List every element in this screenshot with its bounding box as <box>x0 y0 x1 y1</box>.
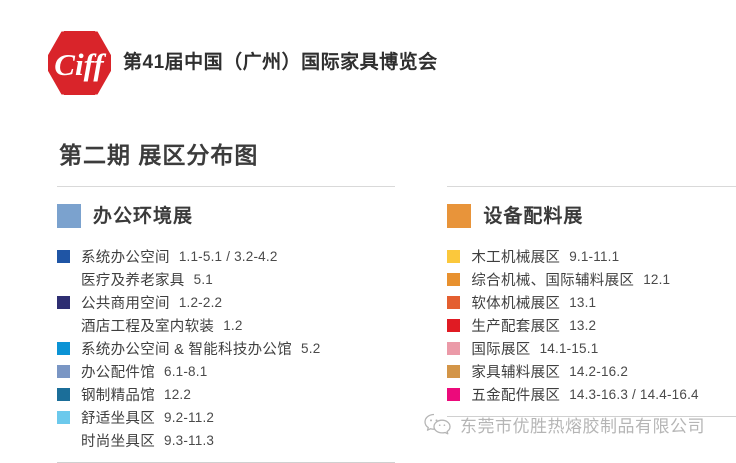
legend-label: 系统办公空间 <box>81 250 170 266</box>
legend-list-equipment-materials: 木工机械展区 9.1-11.1 综合机械、国际辅料展区 12.1 软体机械展区 … <box>447 246 736 405</box>
legend-halls: 1.1-5.1 / 3.2-4.2 <box>178 249 278 264</box>
section-swatch <box>57 204 81 228</box>
legend-label: 公共商用空间 <box>81 296 170 312</box>
legend-label: 医疗及养老家具 <box>81 273 185 289</box>
legend-swatch <box>447 365 461 378</box>
hall-legend-columns: 办公环境展 系统办公空间 1.1-5.1 / 3.2-4.2 医疗及养老家具 5… <box>0 186 736 463</box>
column-office-environment: 办公环境展 系统办公空间 1.1-5.1 / 3.2-4.2 医疗及养老家具 5… <box>57 186 396 463</box>
legend-item: 家具辅料展区 14.2-16.2 <box>447 361 736 382</box>
legend-item: 医疗及养老家具 5.1 <box>57 269 395 290</box>
legend-halls: 14.3-16.3 / 14.4-16.4 <box>569 387 699 402</box>
page-title: 第二期 展区分布图 <box>59 142 259 168</box>
legend-label: 系统办公空间 & 智能科技办公馆 <box>81 342 293 358</box>
watermark: 东莞市优胜热熔胶制品有限公司 <box>424 412 705 437</box>
section-header-equipment-materials: 设备配料展 <box>447 204 736 228</box>
column-top-rule <box>57 186 396 187</box>
legend-item: 酒店工程及室内软装 1.2 <box>57 315 395 336</box>
legend-item: 办公配件馆 6.1-8.1 <box>57 361 395 382</box>
legend-item: 系统办公空间 1.1-5.1 / 3.2-4.2 <box>57 246 395 267</box>
legend-swatch <box>447 250 461 263</box>
legend-halls: 9.3-11.3 <box>164 433 215 448</box>
legend-swatch-placeholder <box>57 434 70 447</box>
legend-halls: 9.1-11.1 <box>569 249 620 264</box>
legend-item: 综合机械、国际辅料展区 12.1 <box>447 269 736 290</box>
brand-header: Ciff 第41届中国（广州）国际家具博览会 <box>48 27 438 99</box>
column-top-rule <box>447 186 736 187</box>
legend-swatch <box>57 342 70 355</box>
column-equipment-materials: 设备配料展 木工机械展区 9.1-11.1 综合机械、国际辅料展区 12.1 软… <box>447 186 736 463</box>
legend-label: 综合机械、国际辅料展区 <box>471 273 635 289</box>
legend-item: 舒适坐具区 9.2-11.2 <box>57 407 395 428</box>
legend-label: 酒店工程及室内软装 <box>81 319 215 335</box>
legend-item: 公共商用空间 1.2-2.2 <box>57 292 395 313</box>
legend-item: 国际展区 14.1-15.1 <box>447 338 736 359</box>
legend-label: 国际展区 <box>471 342 531 358</box>
legend-swatch <box>447 342 461 355</box>
legend-halls: 12.2 <box>164 387 192 402</box>
legend-item: 生产配套展区 13.2 <box>447 315 736 336</box>
legend-item: 钢制精品馆 12.2 <box>57 384 395 405</box>
section-swatch <box>447 204 472 228</box>
legend-list-office-environment: 系统办公空间 1.1-5.1 / 3.2-4.2 医疗及养老家具 5.1 公共商… <box>57 246 395 451</box>
legend-label: 时尚坐具区 <box>81 434 155 450</box>
legend-label: 办公配件馆 <box>81 365 155 381</box>
legend-halls: 13.2 <box>569 318 597 333</box>
legend-label: 钢制精品馆 <box>81 388 155 404</box>
ciff-hexagon-logo: Ciff <box>48 27 111 99</box>
section-title: 设备配料展 <box>483 205 584 227</box>
column-bottom-rule <box>447 416 736 417</box>
legend-item: 木工机械展区 9.1-11.1 <box>447 246 736 267</box>
legend-swatch-placeholder <box>57 319 70 332</box>
legend-label: 五金配件展区 <box>471 388 561 404</box>
legend-swatch <box>57 388 70 401</box>
legend-halls: 13.1 <box>569 295 597 310</box>
legend-swatch <box>57 250 70 263</box>
legend-label: 生产配套展区 <box>471 319 561 335</box>
section-title: 办公环境展 <box>93 205 194 227</box>
section-header-office-environment: 办公环境展 <box>57 204 395 228</box>
legend-swatch <box>447 273 461 286</box>
legend-halls: 1.2-2.2 <box>178 295 223 310</box>
legend-swatch-placeholder <box>57 273 70 286</box>
legend-item: 系统办公空间 & 智能科技办公馆 5.2 <box>57 338 395 359</box>
wechat-icon <box>424 413 451 436</box>
watermark-text: 东莞市优胜热熔胶制品有限公司 <box>460 417 705 436</box>
legend-halls: 14.2-16.2 <box>569 364 629 379</box>
legend-label: 木工机械展区 <box>471 250 561 266</box>
legend-item: 五金配件展区 14.3-16.3 / 14.4-16.4 <box>447 384 736 405</box>
legend-swatch <box>447 319 461 332</box>
legend-swatch <box>447 296 461 309</box>
legend-halls: 5.2 <box>301 341 321 356</box>
legend-item: 软体机械展区 13.1 <box>447 292 736 313</box>
legend-label: 舒适坐具区 <box>81 411 155 427</box>
svg-text:Ciff: Ciff <box>54 47 106 82</box>
legend-halls: 12.1 <box>643 272 671 287</box>
legend-halls: 1.2 <box>223 318 243 333</box>
brand-title: 第41届中国（广州）国际家具博览会 <box>123 51 438 73</box>
legend-swatch <box>57 365 70 378</box>
legend-halls: 9.2-11.2 <box>164 410 215 425</box>
legend-label: 软体机械展区 <box>471 296 561 312</box>
legend-item: 时尚坐具区 9.3-11.3 <box>57 430 395 451</box>
legend-label: 家具辅料展区 <box>471 365 561 381</box>
legend-halls: 14.1-15.1 <box>539 341 599 356</box>
legend-swatch <box>57 296 70 309</box>
legend-swatch <box>447 388 461 401</box>
legend-halls: 5.1 <box>193 272 213 287</box>
legend-swatch <box>57 411 70 424</box>
legend-halls: 6.1-8.1 <box>164 364 208 379</box>
